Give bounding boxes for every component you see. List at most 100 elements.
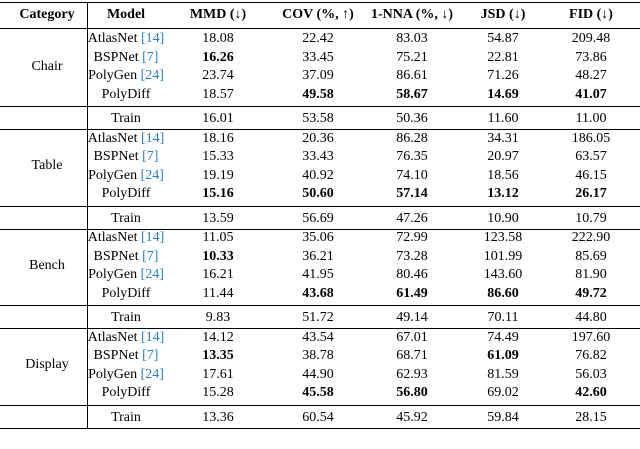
- model-name: Train: [111, 409, 141, 425]
- value: 18.16: [202, 130, 234, 146]
- value: 74.10: [396, 167, 428, 183]
- citation: [24]: [140, 68, 164, 83]
- value: 61.09: [487, 348, 519, 363]
- model-name: BSPNet: [93, 49, 139, 65]
- value: 49.58: [302, 86, 334, 102]
- value: 13.12: [487, 186, 519, 201]
- value-cell: 86.61: [396, 68, 428, 84]
- model-cell: PolyDiff: [102, 87, 151, 103]
- citation: [24]: [140, 167, 164, 183]
- model-cell: AtlasNet [14]: [88, 131, 165, 147]
- citation: [7]: [142, 248, 159, 264]
- value: 11.00: [575, 111, 607, 126]
- value: 56.80: [396, 385, 428, 400]
- citation: [14]: [140, 31, 165, 46]
- model-name: PolyDiff: [101, 285, 151, 301]
- value-cell: 70.11: [488, 310, 519, 326]
- value-cell: 57.14: [396, 186, 428, 202]
- value-cell: 16.21: [202, 267, 234, 283]
- model-cell: BSPNet [7]: [94, 50, 159, 66]
- value-cell: 43.68: [302, 286, 334, 302]
- model-name: PolyDiff: [101, 186, 151, 201]
- header-text: COV (%, ↑): [282, 7, 354, 22]
- value-cell: 20.36: [302, 131, 334, 147]
- category: Bench: [29, 257, 65, 273]
- value: 81.59: [487, 366, 519, 382]
- value: 76.82: [575, 348, 607, 363]
- header-cell: 1-NNA (%, ↓): [371, 7, 453, 23]
- header-text: FID (↓): [569, 7, 613, 22]
- value: 11.05: [202, 230, 234, 245]
- value: 10.79: [575, 210, 607, 226]
- header-cell: JSD (↓): [481, 7, 526, 23]
- value: 53.58: [302, 111, 334, 126]
- value: 46.15: [575, 167, 607, 183]
- value-cell: 43.54: [302, 330, 334, 346]
- header-cell: Model: [107, 7, 145, 23]
- value: 86.28: [396, 130, 428, 146]
- value: 56.69: [302, 210, 334, 226]
- value: 49.72: [575, 285, 607, 301]
- value: 14.69: [487, 86, 519, 102]
- value-cell: 26.17: [575, 186, 607, 202]
- value-cell: 18.16: [202, 131, 234, 147]
- value-cell: 60.54: [302, 410, 334, 426]
- value-cell: 46.15: [575, 168, 607, 184]
- value-cell: 20.97: [487, 149, 519, 165]
- value: 50.36: [396, 111, 428, 126]
- value: 37.09: [302, 68, 334, 83]
- value-cell: 36.21: [302, 249, 334, 265]
- citation: [7]: [142, 348, 159, 363]
- model-name: BSPNet: [93, 149, 139, 164]
- rule: [0, 228, 640, 230]
- value-cell: 22.81: [487, 50, 519, 66]
- value: 11.60: [487, 111, 519, 126]
- value-cell: 45.58: [302, 385, 334, 401]
- value-cell: 62.93: [396, 367, 428, 383]
- value-cell: 49.58: [302, 87, 334, 103]
- value-cell: 37.09: [302, 68, 334, 84]
- value: 13.59: [202, 210, 234, 226]
- value: 18.56: [487, 167, 519, 183]
- rule: [0, 404, 640, 406]
- value: 45.58: [302, 385, 334, 400]
- citation: [14]: [140, 230, 165, 245]
- model-cell: PolyGen [24]: [88, 68, 164, 84]
- value: 13.36: [202, 409, 234, 425]
- value: 10.90: [487, 210, 519, 226]
- value-cell: 15.16: [202, 186, 234, 202]
- model-name: PolyGen: [88, 267, 138, 282]
- model-name: PolyDiff: [101, 385, 151, 400]
- category-cell: Display: [25, 357, 69, 373]
- value: 48.27: [575, 68, 607, 83]
- model-name: AtlasNet: [87, 31, 138, 46]
- model-cell: BSPNet [7]: [94, 348, 159, 364]
- value: 59.84: [487, 409, 519, 425]
- value: 36.21: [302, 248, 334, 264]
- value-cell: 47.26: [396, 211, 428, 227]
- model-name: PolyDiff: [101, 86, 151, 102]
- category: Display: [25, 357, 69, 373]
- value-cell: 67.01: [396, 330, 428, 346]
- value-cell: 14.69: [487, 87, 519, 103]
- header-cell: Category: [19, 7, 74, 23]
- value-cell: 75.21: [396, 50, 428, 66]
- value: 73.28: [396, 248, 428, 264]
- model-cell: PolyGen [24]: [88, 168, 164, 184]
- value-cell: 18.57: [202, 87, 234, 103]
- citation: [24]: [140, 267, 164, 282]
- category-cell: Table: [32, 158, 63, 174]
- value-cell: 80.46: [396, 267, 428, 283]
- value: 17.61: [202, 366, 234, 382]
- value-cell: 14.12: [202, 330, 234, 346]
- value-cell: 13.59: [202, 211, 234, 227]
- rule: [0, 328, 640, 329]
- header-text: Model: [106, 7, 146, 22]
- value-cell: 22.42: [302, 31, 334, 47]
- value: 44.80: [575, 310, 607, 325]
- value: 19.19: [202, 167, 234, 183]
- value: 76.35: [396, 149, 428, 164]
- category-cell: Chair: [31, 59, 62, 75]
- value-cell: 73.28: [396, 249, 428, 265]
- value-cell: 34.31: [487, 131, 519, 147]
